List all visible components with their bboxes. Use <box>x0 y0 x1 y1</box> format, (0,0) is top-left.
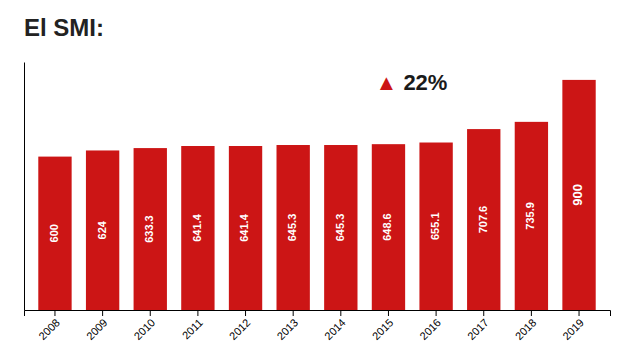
data-label: 624 <box>96 220 108 239</box>
x-tick: 2018 <box>513 310 539 342</box>
x-tick-label: 2014 <box>322 316 348 342</box>
data-label: 641.4 <box>191 213 203 241</box>
x-tick-label: 2016 <box>417 316 443 342</box>
x-tick: 2017 <box>465 310 491 342</box>
bar <box>467 129 500 310</box>
data-label: 648.6 <box>381 213 393 241</box>
x-tick-mark <box>54 310 55 316</box>
data-label: 645.3 <box>286 214 298 242</box>
x-tick-label: 2017 <box>465 316 491 342</box>
data-label: 655.1 <box>429 212 441 240</box>
x-tick: 2009 <box>84 310 110 342</box>
data-label: 735.9 <box>524 202 536 230</box>
bar <box>277 145 310 310</box>
data-label: 600 <box>48 224 60 242</box>
bar <box>515 122 548 310</box>
x-tick-label: 2009 <box>84 316 110 342</box>
x-tick-label: 2010 <box>131 316 157 342</box>
x-tick-label: 2018 <box>513 316 539 342</box>
x-tick-mark <box>531 310 532 316</box>
plot: 2008 2009 2010 2011 2012 2013 2014 2015 2016 2017… <box>25 63 611 343</box>
data-label: 645.3 <box>334 214 346 242</box>
x-tick-mark <box>197 310 198 316</box>
x-tick-mark <box>483 310 484 316</box>
x-tick-label: 2011 <box>180 316 205 341</box>
bar <box>38 157 71 310</box>
annotation-part: ▲ <box>376 70 398 95</box>
x-tick-label: 2008 <box>36 316 62 342</box>
x-tick-mark <box>579 310 580 316</box>
bar <box>86 150 119 310</box>
x-tick: 2016 <box>417 310 443 342</box>
x-tick-label: 2013 <box>274 316 300 342</box>
data-label: 641.4 <box>238 213 250 241</box>
data-labels: 600 624 633.3 641.4 641.4 645.3 645.3 648.6 655.… <box>48 184 586 243</box>
x-tick: 2011 <box>180 310 205 342</box>
annotation: ▲22% <box>376 70 448 95</box>
bar <box>372 144 405 310</box>
bar <box>181 146 214 310</box>
x-tick-label: 2015 <box>370 316 396 342</box>
x-tick-mark <box>102 310 103 316</box>
x-axis: 2008 2009 2010 2011 2012 2013 2014 2015 2016 2017… <box>25 310 611 342</box>
x-tick: 2010 <box>131 310 157 342</box>
x-tick-label: 2012 <box>227 316 253 342</box>
y-axis <box>24 63 25 311</box>
x-tick-mark <box>245 310 246 316</box>
x-tick: 2012 <box>227 310 253 342</box>
x-tick-mark <box>150 310 151 316</box>
title: El SMI: <box>24 14 104 41</box>
bar <box>324 145 357 310</box>
x-tick-mark <box>340 310 341 316</box>
x-tick: 2015 <box>370 310 396 342</box>
bars <box>38 80 595 310</box>
x-tick-mark <box>293 310 294 316</box>
chart: El SMI:200820092010201120122013201420152… <box>0 0 630 358</box>
data-label: 633.3 <box>143 215 155 243</box>
bar <box>419 143 452 310</box>
bar <box>134 148 167 310</box>
x-axis-line <box>25 311 611 317</box>
data-label: 900 <box>570 184 585 206</box>
y-axis-line <box>24 63 25 311</box>
x-tick: 2014 <box>322 310 348 342</box>
bar <box>229 146 262 310</box>
data-label: 707.6 <box>477 206 489 234</box>
x-tick-mark <box>436 310 437 316</box>
bar <box>562 80 595 310</box>
x-tick: 2013 <box>274 310 300 342</box>
x-tick-mark <box>388 310 389 316</box>
x-tick-label: 2019 <box>560 316 586 342</box>
x-tick: 2008 <box>36 310 62 342</box>
x-tick: 2019 <box>560 310 586 342</box>
annotation-part: 22% <box>403 70 447 95</box>
